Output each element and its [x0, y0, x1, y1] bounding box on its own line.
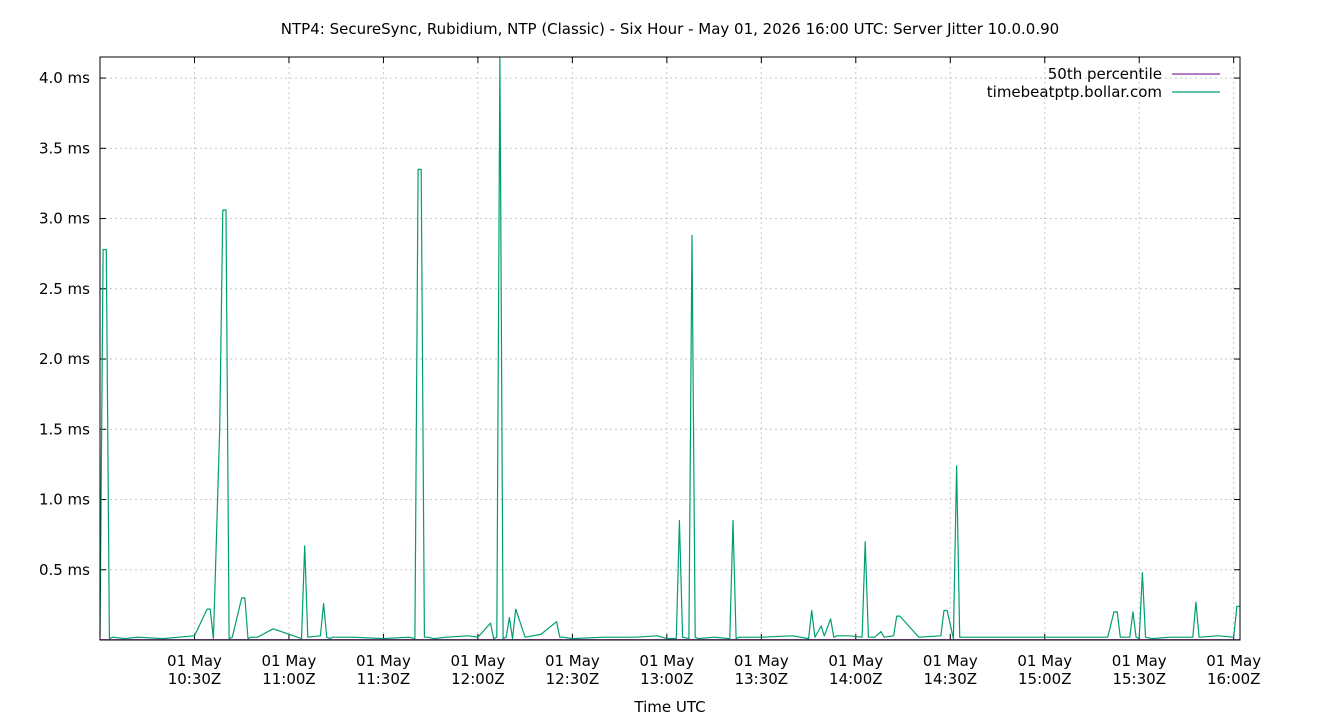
x-tick-label-time: 12:30Z: [546, 670, 600, 688]
x-tick-label-date: 01 May: [167, 652, 222, 670]
x-tick-label-time: 12:00Z: [451, 670, 505, 688]
x-tick-label-date: 01 May: [1206, 652, 1261, 670]
y-tick-label: 4.0 ms: [39, 69, 90, 87]
x-tick-label-time: 13:30Z: [735, 670, 789, 688]
x-axis-label: Time UTC: [633, 698, 705, 716]
x-tick-label-date: 01 May: [734, 652, 789, 670]
x-tick-label-date: 01 May: [828, 652, 883, 670]
series-layer: [99, 56, 1240, 641]
legend-label: 50th percentile: [1048, 65, 1162, 83]
x-tick-label-time: 16:00Z: [1207, 670, 1261, 688]
y-tick-label: 0.5 ms: [39, 561, 90, 579]
chart-title: NTP4: SecureSync, Rubidium, NTP (Classic…: [281, 20, 1059, 38]
y-axis-ticks: 0.5 ms 1.0 ms 1.5 ms 2.0 ms 2.5 ms 3.0 ms 3.5 …: [39, 69, 1240, 579]
series-line-timebeatptp-bollar-com: [99, 56, 1240, 640]
y-tick-label: 3.0 ms: [39, 210, 90, 228]
plot-frame: [99, 56, 1241, 641]
y-tick-label: 1.5 ms: [39, 420, 90, 438]
grid-lines: [100, 57, 1240, 640]
x-tick-label-time: 13:00Z: [640, 670, 694, 688]
x-tick-label-date: 01 May: [639, 652, 694, 670]
x-tick-label-date: 01 May: [1017, 652, 1072, 670]
y-tick-label: 1.0 ms: [39, 491, 90, 509]
x-tick-label-time: 11:00Z: [262, 670, 316, 688]
x-tick-label-time: 10:30Z: [168, 670, 222, 688]
x-tick-label-date: 01 May: [923, 652, 978, 670]
x-tick-label-date: 01 May: [545, 652, 600, 670]
y-tick-label: 3.5 ms: [39, 139, 90, 157]
x-tick-label-time: 14:30Z: [924, 670, 978, 688]
x-tick-label-time: 14:00Z: [829, 670, 883, 688]
x-tick-label-date: 01 May: [356, 652, 411, 670]
x-tick-label-time: 11:30Z: [357, 670, 411, 688]
x-tick-label-date: 01 May: [450, 652, 505, 670]
x-tick-label-date: 01 May: [1112, 652, 1167, 670]
x-tick-label-time: 15:00Z: [1018, 670, 1072, 688]
y-tick-label: 2.0 ms: [39, 350, 90, 368]
y-tick-label: 2.5 ms: [39, 280, 90, 298]
legend-label: timebeatptp.bollar.com: [987, 83, 1162, 101]
x-tick-label-time: 15:30Z: [1112, 670, 1166, 688]
x-tick-label-date: 01 May: [262, 652, 317, 670]
